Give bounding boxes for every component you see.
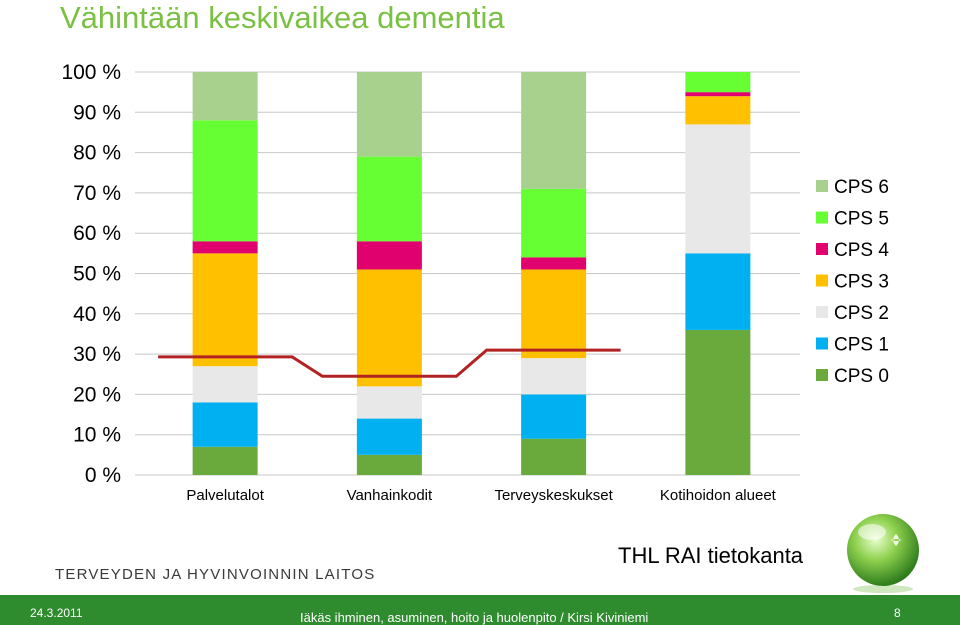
legend-swatch	[816, 243, 828, 255]
y-tick-label: 100 %	[61, 61, 121, 84]
stacked-bar-chart: 0 % 10 % 20 % 30 % 40 % 50 % 60 % 70 % 80 % 90 % 1…	[61, 61, 889, 504]
chart-bars	[192, 72, 751, 475]
bar-segment	[685, 329, 751, 475]
bar-segment	[192, 366, 258, 403]
x-tick-label: Terveyskeskukset	[494, 487, 613, 504]
legend-label: CPS 6	[834, 177, 889, 198]
bar-segment	[356, 269, 422, 387]
bar-segment	[356, 156, 422, 242]
bar-segment	[356, 72, 422, 157]
legend-swatch	[816, 211, 828, 224]
reference-line	[158, 348, 621, 378]
legend-label: CPS 3	[834, 272, 889, 293]
footer-date: 24.3.2011	[30, 606, 83, 620]
legend-label: CPS 4	[834, 240, 889, 261]
bar-segment	[356, 386, 422, 419]
bar-segment	[192, 253, 258, 367]
legend-label: CPS 0	[834, 366, 889, 387]
bar-segment	[521, 257, 587, 270]
x-tick-label: Kotihoidon alueet	[660, 487, 777, 504]
legend-swatch	[816, 337, 828, 350]
bar-segment	[521, 269, 587, 359]
x-tick-label: Palvelutalot	[186, 487, 264, 504]
bar-segment	[685, 72, 751, 93]
y-tick-label: 50 %	[73, 263, 121, 286]
data-source-label: THL RAI tietokanta	[618, 543, 804, 568]
legend-label: CPS 2	[834, 303, 889, 324]
footer-page-number: 8	[894, 606, 901, 620]
x-axis-tick-labels: Palvelutalot Vanhainkodit Terveyskeskukset…	[186, 487, 776, 504]
bar-segment	[521, 72, 587, 189]
bar-segment	[685, 96, 751, 125]
footer-bar: 24.3.2011 Iäkäs ihminen, asuminen, hoito…	[0, 595, 960, 625]
bar-segment	[192, 446, 258, 475]
bar-segment	[685, 124, 751, 254]
bar-segment	[521, 358, 587, 395]
reference-line-path	[158, 348, 621, 378]
bar-segment	[192, 72, 258, 121]
bar-segment	[521, 438, 587, 475]
y-axis-tick-labels: 0 % 10 % 20 % 30 % 40 % 50 % 60 % 70 % 80 % 90 % 1…	[61, 61, 121, 487]
y-tick-label: 10 %	[73, 424, 121, 447]
footer-text: Iäkäs ihminen, asuminen, hoito ja huolen…	[300, 610, 649, 625]
legend-label: CPS 5	[834, 209, 889, 230]
bar-segment	[356, 418, 422, 455]
legend-swatch	[816, 274, 828, 287]
y-tick-label: 70 %	[73, 182, 121, 205]
organization-name: TERVEYDEN JA HYVINVOINNIN LAITOS	[55, 566, 376, 583]
bar-segment	[685, 253, 751, 330]
y-tick-label: 60 %	[73, 222, 121, 245]
bar-segment	[521, 188, 587, 258]
y-tick-label: 40 %	[73, 303, 121, 326]
bar-segment	[192, 120, 258, 242]
slide-title: Vähintään keskivaikea dementia	[60, 0, 505, 35]
bar-segment	[192, 241, 258, 254]
y-tick-label: 90 %	[73, 101, 121, 124]
legend-swatch	[816, 306, 828, 318]
legend-swatch	[816, 369, 828, 381]
y-tick-label: 20 %	[73, 383, 121, 406]
y-tick-label: 0 %	[85, 464, 121, 487]
bar-segment	[356, 241, 422, 270]
y-tick-label: 30 %	[73, 343, 121, 366]
x-tick-label: Vanhainkodit	[347, 487, 433, 504]
bar-segment	[521, 394, 587, 439]
logo-orb-icon	[847, 514, 919, 593]
bar-segment	[356, 454, 422, 475]
bar-segment	[192, 402, 258, 447]
y-tick-label: 80 %	[73, 142, 121, 165]
chart-legend: CPS 6 CPS 5 CPS 4 CPS 3 CPS 2 CPS 1 CPS 0	[816, 177, 889, 387]
legend-label: CPS 1	[834, 335, 889, 356]
legend-swatch	[816, 180, 828, 192]
bar-segment	[685, 92, 751, 97]
